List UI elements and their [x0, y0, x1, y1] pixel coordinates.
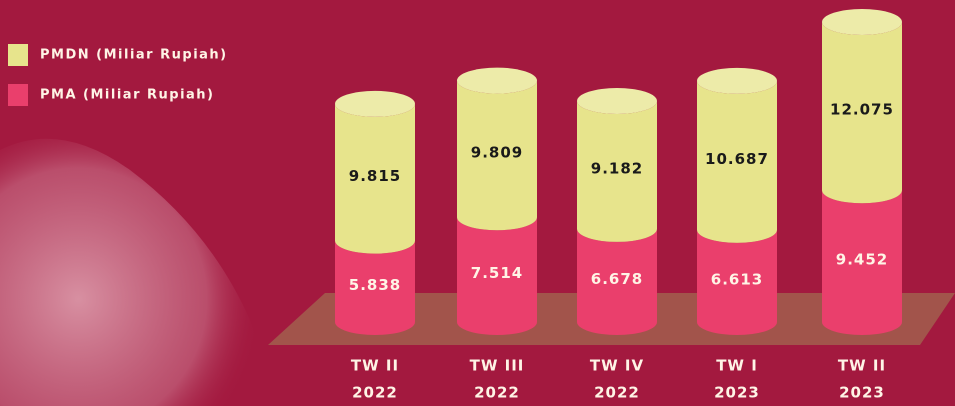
- cylinder-top: [457, 67, 537, 94]
- cylinder-segment: [822, 22, 903, 204]
- cylinder-segment: [457, 217, 537, 335]
- cylinder-top: [822, 9, 902, 35]
- cylinder-segment: [335, 103, 415, 254]
- value-label: 6.613: [711, 270, 763, 288]
- legend-swatch: [8, 44, 28, 66]
- legend-label: PMA (Miliar Rupiah): [40, 88, 215, 103]
- cylinder-segment: [697, 229, 777, 335]
- x-tick-label: TW IV: [590, 357, 644, 375]
- legend-label: PMDN (Miliar Rupiah): [40, 48, 228, 63]
- value-label: 9.815: [349, 167, 401, 185]
- x-tick-label: 2022: [352, 384, 398, 402]
- x-tick-label: 2022: [594, 384, 640, 402]
- cylinder-segment: [335, 240, 415, 335]
- x-tick-label: TW III: [470, 357, 525, 375]
- legend-swatch: [8, 84, 28, 106]
- cylinder-segment: [697, 80, 777, 243]
- decor-texture: [0, 138, 262, 406]
- cylinder-segment: [457, 80, 537, 231]
- x-tick-label: TW I: [716, 357, 758, 375]
- value-label: 9.452: [836, 251, 888, 269]
- x-tick-label: 2023: [839, 384, 885, 402]
- x-tick-label: 2023: [714, 384, 760, 402]
- value-label: 5.838: [349, 276, 401, 294]
- cylinder-segment: [577, 100, 657, 242]
- cylinder-top: [335, 90, 415, 117]
- x-tick-label: TW II: [838, 357, 886, 375]
- cylinder-top: [697, 67, 777, 94]
- value-label: 12.075: [830, 101, 894, 119]
- cylinder-top: [577, 87, 657, 114]
- value-label: 6.678: [591, 270, 643, 288]
- value-label: 9.809: [471, 143, 523, 161]
- x-tick-label: 2022: [474, 384, 520, 402]
- value-label: 9.182: [591, 159, 643, 177]
- value-label: 7.514: [471, 264, 523, 282]
- cylinder-segment: [577, 228, 657, 335]
- cylinder-segment: [822, 190, 903, 335]
- value-label: 10.687: [705, 150, 769, 168]
- x-tick-label: TW II: [351, 357, 399, 375]
